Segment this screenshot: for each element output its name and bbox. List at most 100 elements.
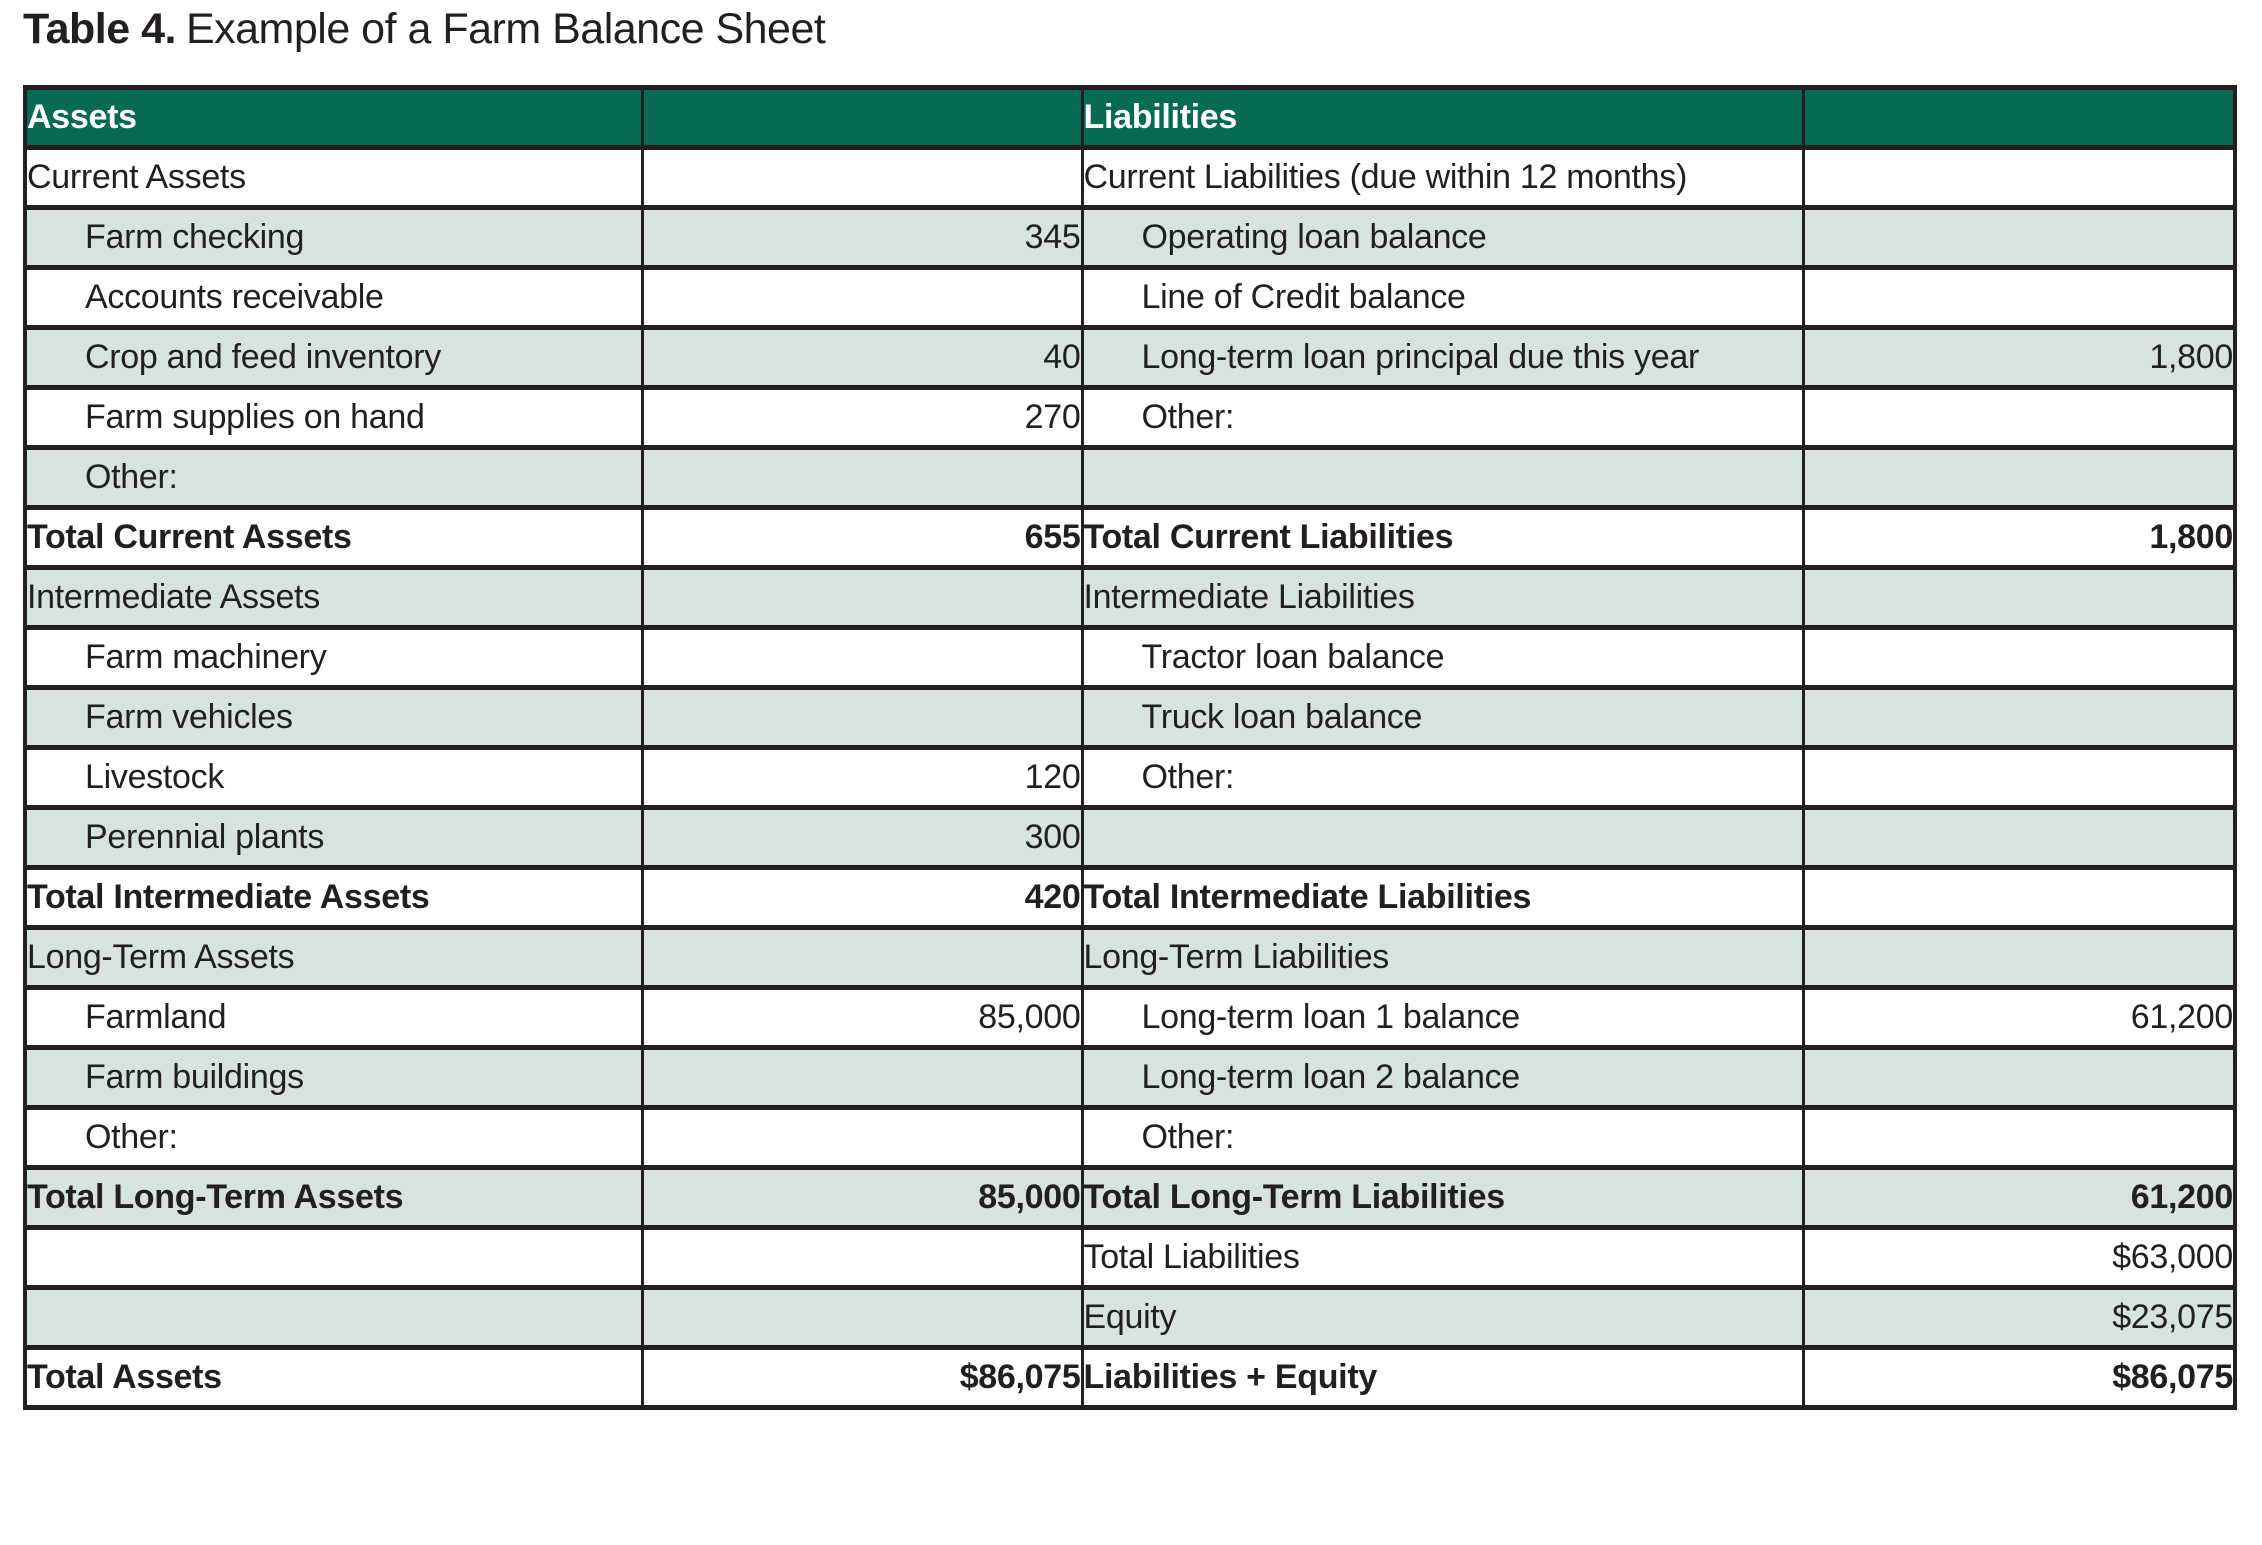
table-row: Total Assets $86,075 Liabilities + Equit… <box>23 1345 2237 1410</box>
liability-label-cell: Long-term loan 1 balance <box>1080 985 1805 1050</box>
liability-label-cell: Other: <box>1080 1105 1805 1170</box>
asset-label-cell: Farm machinery <box>23 625 644 690</box>
liability-label-cell: Long-term loan principal due this year <box>1080 325 1805 390</box>
liability-value-cell: 1,800 <box>1801 505 2237 570</box>
liability-value-cell <box>1801 865 2237 930</box>
table-row: Equity $23,075 <box>23 1285 2237 1350</box>
liability-value-cell <box>1801 685 2237 750</box>
table-row: Current Assets Current Liabilities (due … <box>23 145 2237 210</box>
asset-label-cell: Accounts receivable <box>23 265 644 330</box>
liability-label-cell: Long-term loan 2 balance <box>1080 1045 1805 1110</box>
liability-value-cell <box>1801 565 2237 630</box>
asset-value-cell: 85,000 <box>640 985 1084 1050</box>
asset-value-cell <box>640 1105 1084 1170</box>
asset-value-cell: 40 <box>640 325 1084 390</box>
asset-value-cell <box>640 445 1084 510</box>
liability-value-cell <box>1801 745 2237 810</box>
liability-value-cell <box>1801 625 2237 690</box>
balance-sheet-body: Current Assets Current Liabilities (due … <box>23 145 2237 1410</box>
table-number: Table 4. <box>23 5 176 53</box>
liability-label-cell: Total Intermediate Liabilities <box>1080 865 1805 930</box>
asset-value-cell: 345 <box>640 205 1084 270</box>
table-row: Crop and feed inventory 40 Long-term loa… <box>23 325 2237 390</box>
asset-label-cell: Current Assets <box>23 145 644 210</box>
assets-header: Assets <box>23 85 644 150</box>
table-row: Other: <box>23 445 2237 510</box>
liability-value-cell: $23,075 <box>1801 1285 2237 1350</box>
asset-label-cell <box>23 1225 644 1290</box>
table-title: Table 4. Example of a Farm Balance Sheet <box>23 5 826 53</box>
liability-label-cell: Tractor loan balance <box>1080 625 1805 690</box>
asset-value-cell: 300 <box>640 805 1084 870</box>
asset-label-cell: Other: <box>23 445 644 510</box>
header-row: Assets Liabilities <box>23 85 2237 150</box>
asset-value-cell <box>640 625 1084 690</box>
table-row: Farmland 85,000 Long-term loan 1 balance… <box>23 985 2237 1050</box>
table-row: Total Current Assets 655 Total Current L… <box>23 505 2237 570</box>
asset-value-cell: 270 <box>640 385 1084 450</box>
asset-label-cell: Other: <box>23 1105 644 1170</box>
liabilities-value-header <box>1801 85 2237 150</box>
table-row: Accounts receivable Line of Credit balan… <box>23 265 2237 330</box>
asset-value-cell <box>640 685 1084 750</box>
asset-label-cell: Farmland <box>23 985 644 1050</box>
table-row: Intermediate Assets Intermediate Liabili… <box>23 565 2237 630</box>
liability-value-cell: $63,000 <box>1801 1225 2237 1290</box>
liability-label-cell: Total Long-Term Liabilities <box>1080 1165 1805 1230</box>
liability-value-cell <box>1801 205 2237 270</box>
asset-value-cell: $86,075 <box>640 1345 1084 1410</box>
asset-value-cell <box>640 1285 1084 1350</box>
table-row: Livestock 120 Other: <box>23 745 2237 810</box>
liability-label-cell: Total Current Liabilities <box>1080 505 1805 570</box>
table-row: Perennial plants 300 <box>23 805 2237 870</box>
asset-value-cell <box>640 565 1084 630</box>
asset-label-cell: Long-Term Assets <box>23 925 644 990</box>
asset-label-cell: Farm buildings <box>23 1045 644 1110</box>
asset-label-cell: Farm checking <box>23 205 644 270</box>
liability-label-cell: Equity <box>1080 1285 1805 1350</box>
asset-value-cell: 420 <box>640 865 1084 930</box>
liability-value-cell <box>1801 385 2237 450</box>
liability-label-cell: Liabilities + Equity <box>1080 1345 1805 1410</box>
liability-value-cell <box>1801 805 2237 870</box>
asset-label-cell <box>23 1285 644 1350</box>
liability-label-cell: Long-Term Liabilities <box>1080 925 1805 990</box>
table-row: Total Intermediate Assets 420 Total Inte… <box>23 865 2237 930</box>
liability-label-cell: Other: <box>1080 745 1805 810</box>
asset-label-cell: Total Intermediate Assets <box>23 865 644 930</box>
asset-value-cell: 85,000 <box>640 1165 1084 1230</box>
asset-label-cell: Farm supplies on hand <box>23 385 644 450</box>
liability-label-cell: Line of Credit balance <box>1080 265 1805 330</box>
liability-value-cell <box>1801 925 2237 990</box>
asset-label-cell: Total Long-Term Assets <box>23 1165 644 1230</box>
liability-label-cell: Truck loan balance <box>1080 685 1805 750</box>
liability-label-cell: Operating loan balance <box>1080 205 1805 270</box>
table-row: Total Liabilities $63,000 <box>23 1225 2237 1290</box>
asset-label-cell: Total Current Assets <box>23 505 644 570</box>
table-row: Farm supplies on hand 270 Other: <box>23 385 2237 450</box>
liability-label-cell: Current Liabilities (due within 12 month… <box>1080 145 1805 210</box>
asset-label-cell: Crop and feed inventory <box>23 325 644 390</box>
liability-label-cell <box>1080 445 1805 510</box>
table-row: Farm checking 345 Operating loan balance <box>23 205 2237 270</box>
liability-value-cell <box>1801 145 2237 210</box>
table-row: Farm vehicles Truck loan balance <box>23 685 2237 750</box>
liability-label-cell: Total Liabilities <box>1080 1225 1805 1290</box>
table-caption: Example of a Farm Balance Sheet <box>185 5 826 53</box>
liability-label-cell: Intermediate Liabilities <box>1080 565 1805 630</box>
liability-value-cell <box>1801 1105 2237 1170</box>
asset-label-cell: Total Assets <box>23 1345 644 1410</box>
liability-value-cell: 61,200 <box>1801 1165 2237 1230</box>
asset-value-cell <box>640 265 1084 330</box>
assets-value-header <box>640 85 1084 150</box>
table-row: Long-Term Assets Long-Term Liabilities <box>23 925 2237 990</box>
liability-value-cell: $86,075 <box>1801 1345 2237 1410</box>
asset-label-cell: Intermediate Assets <box>23 565 644 630</box>
asset-value-cell <box>640 1225 1084 1290</box>
table-row: Farm buildings Long-term loan 2 balance <box>23 1045 2237 1110</box>
liability-label-cell <box>1080 805 1805 870</box>
asset-label-cell: Farm vehicles <box>23 685 644 750</box>
asset-value-cell <box>640 145 1084 210</box>
liability-value-cell <box>1801 1045 2237 1110</box>
